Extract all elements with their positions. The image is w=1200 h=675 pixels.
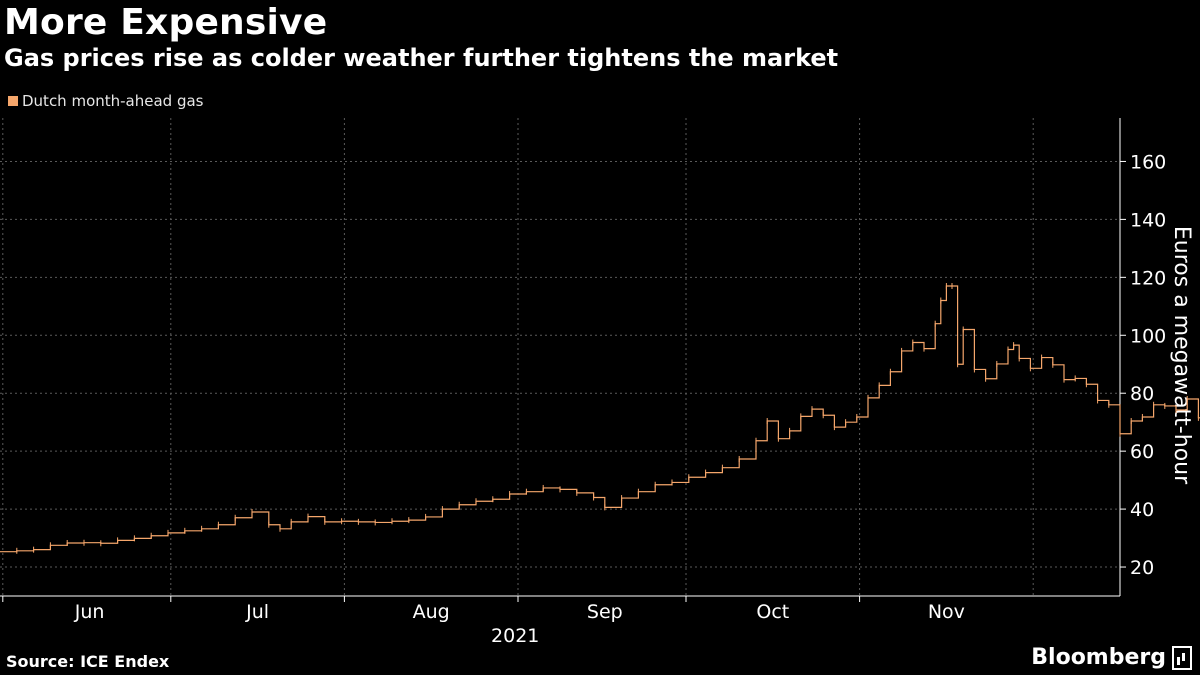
x-tick-label: Oct [756, 601, 789, 623]
brand-name: Bloomberg [1031, 645, 1166, 670]
x-tick-label: Jul [245, 601, 269, 623]
y-tick-label: 120 [1130, 267, 1166, 289]
x-tick-label: Aug [413, 601, 450, 623]
source-note: Source: ICE Endex [6, 652, 170, 671]
y-tick-label: 100 [1130, 325, 1166, 347]
bloomberg-logo: Bloomberg [1031, 645, 1192, 670]
y-tick-label: 60 [1130, 441, 1154, 463]
bloomberg-mark-icon [1172, 645, 1192, 670]
y-tick-label: 140 [1130, 209, 1166, 231]
series-line [0, 285, 1200, 553]
y-tick-label: 160 [1130, 151, 1166, 173]
y-tick-label: 20 [1130, 557, 1154, 579]
x-tick-label: Nov [928, 601, 965, 623]
chart-title: More Expensive [4, 2, 328, 43]
y-tick-label: 80 [1130, 383, 1154, 405]
y-tick-label: 40 [1130, 499, 1154, 521]
x-tick-label: Jun [74, 601, 105, 623]
chart-subtitle: Gas prices rise as colder weather furthe… [4, 44, 839, 72]
legend: Dutch month-ahead gas [8, 92, 204, 110]
x-axis-label: 2021 [491, 625, 539, 647]
legend-swatch [8, 96, 18, 106]
x-tick-label: Sep [587, 601, 623, 623]
y-axis-label: Euros a megawatt-hour [1169, 226, 1194, 485]
legend-label: Dutch month-ahead gas [22, 92, 204, 110]
